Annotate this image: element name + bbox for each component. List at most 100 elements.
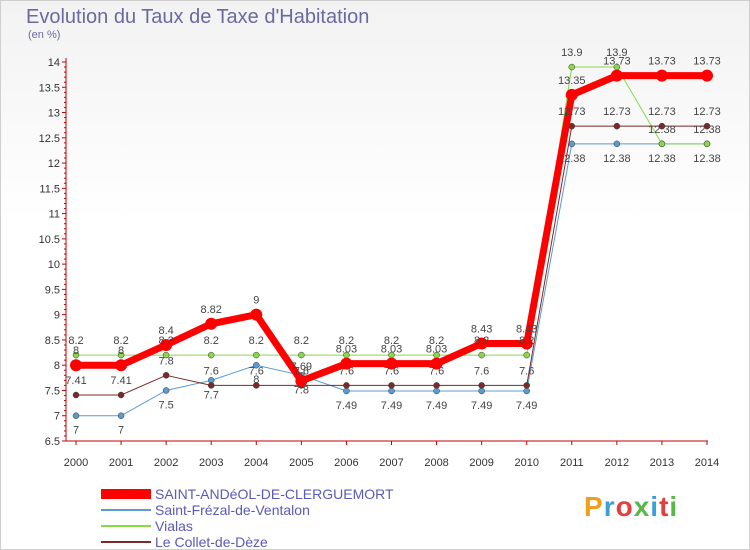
data-point <box>162 387 170 394</box>
data-point <box>343 382 350 389</box>
data-label: 8.2 <box>429 335 444 347</box>
x-tick-label: 2004 <box>244 457 268 469</box>
data-point <box>610 69 623 82</box>
data-point <box>658 140 666 148</box>
data-point <box>162 351 170 359</box>
data-point <box>207 351 215 359</box>
x-tick-label: 2008 <box>424 457 448 469</box>
data-label: 8.03 <box>381 344 402 356</box>
data-label: 8.03 <box>336 344 357 356</box>
logo-letter: i <box>669 491 679 522</box>
y-tick-label: 7 <box>54 411 60 423</box>
data-label: 8.2 <box>384 335 399 347</box>
data-label: 12.38 <box>693 124 721 136</box>
data-point <box>478 387 485 395</box>
logo-letter: P <box>584 491 604 522</box>
logo-letter: t <box>659 491 670 522</box>
data-point <box>117 412 125 419</box>
data-point <box>703 140 711 148</box>
data-point <box>701 69 713 82</box>
data-point <box>658 122 666 130</box>
data-point <box>253 351 260 359</box>
data-point <box>205 317 218 330</box>
data-label: 8.2 <box>519 335 534 347</box>
data-label: 7.6 <box>294 365 309 377</box>
data-point <box>117 351 125 359</box>
data-label: 7.6 <box>429 365 444 377</box>
legend-label: Saint-Frézal-de-Ventalon <box>155 502 310 518</box>
data-label: 7.49 <box>426 400 447 412</box>
logo-letter: x <box>633 491 651 522</box>
data-point <box>250 308 263 321</box>
data-label: 7 <box>118 425 124 437</box>
data-label: 12.73 <box>693 106 721 118</box>
y-tick-label: 12.5 <box>39 133 60 145</box>
data-label: 12.38 <box>603 153 631 165</box>
data-point <box>160 338 173 351</box>
data-label: 7.6 <box>519 365 534 377</box>
data-label: 8 <box>253 374 259 386</box>
data-label: 7.7 <box>204 389 219 401</box>
data-point <box>433 382 440 389</box>
data-label: 8 <box>118 345 124 357</box>
y-tick-label: 8.5 <box>45 335 60 347</box>
y-tick-label: 10.5 <box>39 234 60 246</box>
y-tick-label: 7.5 <box>45 385 60 397</box>
data-label: 7.49 <box>471 400 492 412</box>
data-point <box>343 387 350 395</box>
data-point <box>72 391 80 399</box>
data-label: 7.6 <box>249 365 264 377</box>
data-label: 12.38 <box>648 153 676 165</box>
y-tick-label: 11 <box>49 209 60 221</box>
x-tick-label: 2009 <box>469 457 493 469</box>
data-label: 13.9 <box>561 47 582 59</box>
data-label: 8.4 <box>158 325 173 337</box>
data-label: 8.2 <box>68 335 83 347</box>
y-tick-label: 8 <box>54 360 60 372</box>
data-label: 7.8 <box>158 355 173 367</box>
data-point <box>388 387 395 395</box>
data-label: 13.73 <box>648 56 676 68</box>
data-label: 8 <box>73 345 79 357</box>
x-tick-label: 2005 <box>289 457 313 469</box>
y-tick-label: 11.5 <box>39 183 60 195</box>
data-label: 8.2 <box>204 335 219 347</box>
proxiti-logo: Proxiti <box>584 491 678 523</box>
data-point <box>72 351 80 359</box>
data-label: 7.6 <box>384 365 399 377</box>
data-label: 8.82 <box>201 304 222 316</box>
data-label: 7.5 <box>158 399 173 411</box>
data-point <box>70 359 82 372</box>
data-label: 13.9 <box>606 47 627 59</box>
data-point <box>253 382 260 389</box>
data-point <box>72 412 80 419</box>
data-label: 7.69 <box>291 361 312 373</box>
y-tick-label: 12 <box>48 158 60 170</box>
data-label: 8.43 <box>516 323 537 335</box>
legend-swatch <box>101 509 151 511</box>
data-label: 13.73 <box>603 56 631 68</box>
data-label: 12.73 <box>648 106 676 118</box>
x-tick-label: 2002 <box>154 457 178 469</box>
data-label: 7.6 <box>204 365 219 377</box>
y-tick-label: 13 <box>48 108 60 120</box>
x-tick-label: 2007 <box>379 457 403 469</box>
data-label: 13.35 <box>558 75 586 87</box>
data-point <box>655 69 668 82</box>
data-point <box>613 140 621 148</box>
y-tick-label: 14 <box>48 57 60 69</box>
legend-label: SAINT-ANDéOL-DE-CLERGUEMORT <box>155 486 394 502</box>
data-label: 7.6 <box>474 365 489 377</box>
legend-swatch <box>101 525 151 527</box>
legend-swatch <box>101 541 151 543</box>
x-tick-label: 2003 <box>199 457 223 469</box>
data-point <box>207 382 215 389</box>
x-tick-label: 2000 <box>64 457 88 469</box>
data-label: 8.43 <box>471 323 492 335</box>
legend-swatch <box>101 489 151 499</box>
data-point <box>613 122 621 130</box>
data-point <box>298 351 305 359</box>
data-point <box>433 387 440 395</box>
